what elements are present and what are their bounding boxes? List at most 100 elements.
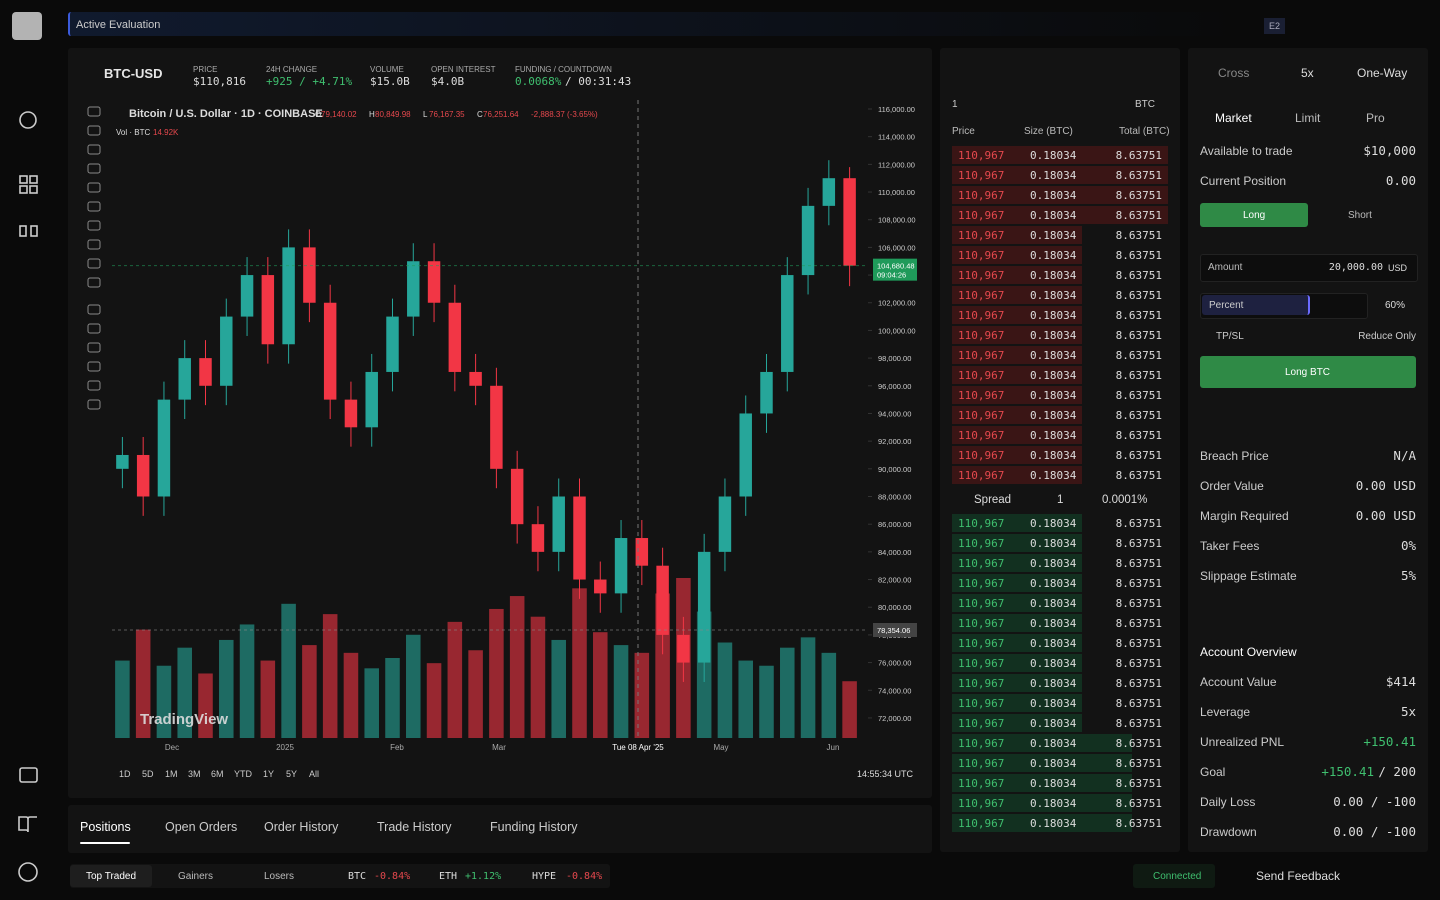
range-button[interactable]: 3M — [188, 769, 201, 779]
ticker-symbol[interactable]: HYPE — [532, 871, 557, 882]
book-price[interactable]: 110,967 — [958, 189, 1005, 202]
volume-bar — [406, 634, 421, 738]
book-price[interactable]: 110,967 — [958, 717, 1005, 730]
book-total: 8.63751 — [1115, 757, 1162, 770]
tab[interactable]: Positions — [80, 820, 131, 834]
book-price[interactable]: 110,967 — [958, 329, 1005, 342]
watermark: TradingView — [140, 711, 229, 728]
tab[interactable]: Trade History — [377, 820, 452, 834]
book-price[interactable]: 110,967 — [958, 637, 1005, 650]
range-button[interactable]: 1Y — [263, 769, 275, 779]
row-label: Goal — [1200, 765, 1226, 779]
book-price[interactable]: 110,967 — [958, 697, 1005, 710]
position-mode[interactable]: One-Way — [1357, 66, 1408, 80]
row-label: Taker Fees — [1200, 539, 1260, 553]
tab[interactable]: Funding History — [490, 820, 578, 834]
volume-bar — [239, 624, 255, 738]
symbol[interactable]: BTC-USD — [104, 66, 163, 81]
precision-select[interactable]: 1 — [952, 99, 958, 110]
ohlc-key: L — [423, 110, 428, 119]
icon[interactable] — [19, 225, 27, 237]
ticker-symbol[interactable]: BTC — [348, 871, 367, 882]
icon[interactable] — [19, 111, 37, 129]
range-button[interactable]: 1D — [119, 769, 131, 779]
order-type[interactable]: Pro — [1366, 111, 1385, 125]
book-price[interactable]: 110,967 — [958, 449, 1005, 462]
spread: Spread — [974, 494, 1012, 506]
book-price[interactable]: 110,967 — [958, 557, 1005, 570]
account-badge[interactable]: E2 — [1264, 18, 1286, 34]
icon[interactable] — [18, 816, 37, 833]
book-price[interactable]: 110,967 — [958, 469, 1005, 482]
book-total: 8.63751 — [1115, 349, 1162, 362]
checkbox[interactable]: TP/SL — [1216, 331, 1244, 342]
order-type[interactable]: Market — [1215, 111, 1252, 125]
depth-bar — [952, 226, 1082, 244]
filter-active[interactable] — [70, 865, 152, 887]
book-price[interactable]: 110,967 — [958, 429, 1005, 442]
filter[interactable]: Top Traded — [86, 871, 137, 882]
side-long[interactable]: Long — [1243, 210, 1266, 221]
ticker-symbol[interactable]: ETH — [439, 871, 458, 882]
book-price[interactable]: 110,967 — [958, 617, 1005, 630]
amount-input[interactable] — [1200, 254, 1418, 282]
tab-underline — [80, 842, 130, 844]
book-price[interactable]: 110,967 — [958, 577, 1005, 590]
feedback[interactable]: Send Feedback — [1256, 869, 1341, 883]
candle-body — [427, 261, 441, 303]
book-price[interactable]: 110,967 — [958, 149, 1005, 162]
book-price[interactable]: 110,967 — [958, 229, 1005, 242]
volume-bar — [509, 596, 525, 738]
icon[interactable] — [18, 862, 38, 882]
book-price[interactable]: 110,967 — [958, 369, 1005, 382]
book-price[interactable]: 110,967 — [958, 169, 1005, 182]
long-tab[interactable] — [1200, 203, 1308, 227]
tab[interactable]: Open Orders — [165, 820, 238, 834]
book-price[interactable]: 110,967 — [958, 797, 1005, 810]
checkbox[interactable]: Reduce Only — [1358, 331, 1416, 342]
book-total: 8.63751 — [1115, 209, 1162, 222]
book-price[interactable]: 110,967 — [958, 389, 1005, 402]
side-short[interactable]: Short — [1348, 210, 1372, 221]
book-price[interactable]: 110,967 — [958, 777, 1005, 790]
book-price[interactable]: 110,967 — [958, 657, 1005, 670]
range-button[interactable]: 5D — [142, 769, 154, 779]
book-price[interactable]: 110,967 — [958, 249, 1005, 262]
book-price[interactable]: 110,967 — [958, 677, 1005, 690]
book-price[interactable]: 110,967 — [958, 517, 1005, 530]
range-button[interactable]: 6M — [211, 769, 224, 779]
book-price[interactable]: 110,967 — [958, 269, 1005, 282]
book-price[interactable]: 110,967 — [958, 817, 1005, 830]
volume-bar — [343, 652, 359, 738]
book-price[interactable]: 110,967 — [958, 409, 1005, 422]
y-tick-label: 76,000.00 — [878, 659, 911, 668]
volume-bar — [219, 639, 234, 738]
margin-mode[interactable]: Cross — [1218, 66, 1250, 80]
book-price[interactable]: 110,967 — [958, 737, 1005, 750]
order-type[interactable]: Limit — [1295, 111, 1321, 125]
submit-label[interactable]: Long BTC — [1285, 367, 1331, 378]
book-price[interactable]: 110,967 — [958, 597, 1005, 610]
range-button[interactable]: 5Y — [286, 769, 298, 779]
book-total: 8.63751 — [1115, 657, 1162, 670]
volume-bar — [468, 650, 483, 738]
range-button[interactable]: 1M — [165, 769, 178, 779]
leverage[interactable]: 5x — [1301, 66, 1314, 80]
submit-button[interactable] — [1200, 356, 1416, 388]
icon[interactable] — [19, 767, 38, 783]
unit-select[interactable]: BTC — [1135, 99, 1155, 110]
book-price[interactable]: 110,967 — [958, 309, 1005, 322]
book-price[interactable]: 110,967 — [958, 537, 1005, 550]
book-total: 8.63751 — [1115, 269, 1162, 282]
candle-body — [386, 316, 399, 372]
book-price[interactable]: 110,967 — [958, 757, 1005, 770]
tab[interactable]: Order History — [264, 820, 339, 834]
range-button[interactable]: All — [309, 769, 320, 779]
book-price[interactable]: 110,967 — [958, 209, 1005, 222]
book-price[interactable]: 110,967 — [958, 349, 1005, 362]
filter[interactable]: Gainers — [178, 871, 214, 882]
range-button[interactable]: YTD — [234, 769, 252, 779]
book-price[interactable]: 110,967 — [958, 289, 1005, 302]
icon[interactable] — [19, 175, 28, 184]
filter[interactable]: Losers — [264, 871, 295, 882]
